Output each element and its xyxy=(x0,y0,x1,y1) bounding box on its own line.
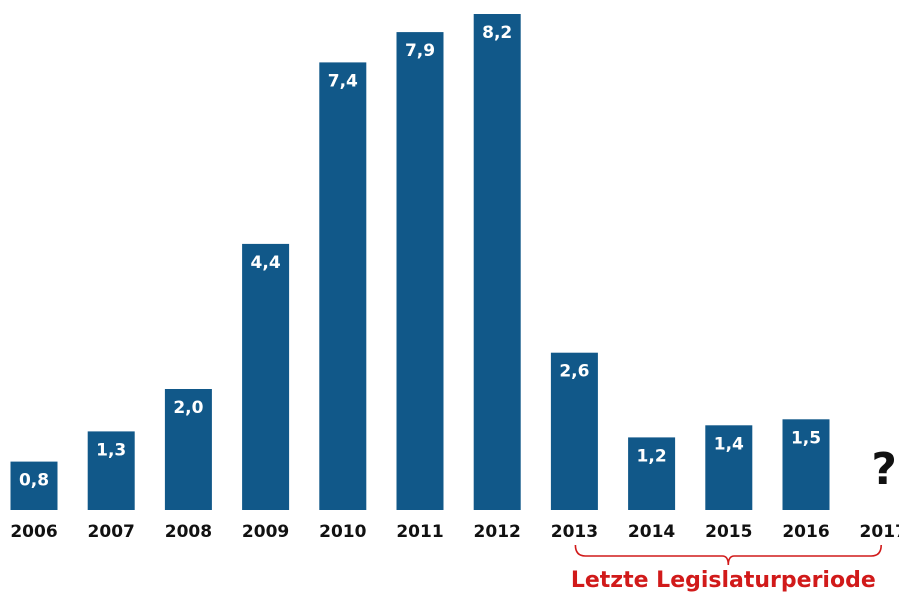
x-tick-2011: 2011 xyxy=(396,522,443,542)
value-labels-group: 0,8 1,3 2,0 4,4 7,4 7,9 8,2 2,6 1,2 1,4 1,5? xyxy=(19,23,897,495)
x-tick-labels-group: 2006 2007 2008 2009 2010 2011 2012 2013 2014 2015… xyxy=(10,522,899,542)
value-label-2012: 8,2 xyxy=(482,23,512,43)
value-label-2015: 1,4 xyxy=(714,434,744,454)
value-label-2006: 0,8 xyxy=(19,471,49,491)
x-tick-2014: 2014 xyxy=(628,522,675,542)
bar-2013 xyxy=(550,352,598,510)
annotation-brace xyxy=(574,544,882,566)
bars-group xyxy=(10,14,830,511)
value-label-2008: 2,0 xyxy=(173,398,203,418)
x-tick-2013: 2013 xyxy=(551,522,598,542)
value-label-2007: 1,3 xyxy=(96,440,126,460)
legislature-annotation: Letzte Legislaturperiode xyxy=(571,544,882,593)
x-tick-2017: 2017 xyxy=(860,522,899,542)
value-label-2009: 4,4 xyxy=(251,253,281,273)
bar-2009 xyxy=(242,243,290,510)
bar-2015 xyxy=(705,425,753,510)
bar-2011 xyxy=(396,32,444,510)
bar-2010 xyxy=(319,62,367,511)
bar-2006 xyxy=(10,461,58,510)
x-tick-2009: 2009 xyxy=(242,522,289,542)
value-label-2014: 1,2 xyxy=(637,446,667,466)
value-label-2016: 1,5 xyxy=(791,428,821,448)
x-tick-2006: 2006 xyxy=(10,522,57,542)
annotation-label: Letzte Legislaturperiode xyxy=(571,568,876,593)
x-tick-2016: 2016 xyxy=(782,522,829,542)
x-tick-2012: 2012 xyxy=(474,522,521,542)
x-tick-2007: 2007 xyxy=(88,522,135,542)
value-label-2013: 2,6 xyxy=(559,362,589,382)
x-tick-2010: 2010 xyxy=(319,522,366,542)
x-tick-2008: 2008 xyxy=(165,522,212,542)
value-label-2010: 7,4 xyxy=(328,71,358,91)
bar-2016 xyxy=(782,419,830,510)
value-label-2011: 7,9 xyxy=(405,41,435,61)
bar-2007 xyxy=(87,431,135,510)
x-tick-2015: 2015 xyxy=(705,522,752,542)
bar-2008 xyxy=(164,389,212,510)
value-label-2017: ? xyxy=(871,444,897,495)
bar-2012 xyxy=(473,14,521,510)
bar-2014 xyxy=(628,437,676,510)
